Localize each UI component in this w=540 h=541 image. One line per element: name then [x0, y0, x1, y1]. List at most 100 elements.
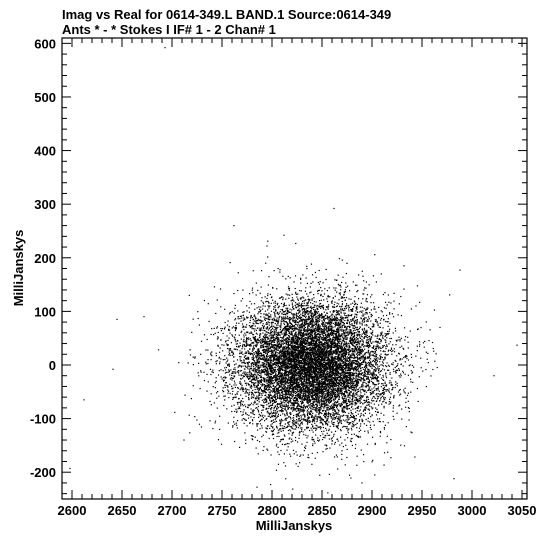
scatter-point — [305, 380, 308, 382]
scatter-point — [303, 329, 305, 331]
scatter-point — [272, 377, 274, 380]
scatter-point — [399, 376, 401, 378]
scatter-point — [396, 364, 399, 367]
scatter-point — [426, 358, 428, 360]
scatter-point — [280, 406, 282, 408]
scatter-point — [287, 358, 289, 361]
scatter-point — [300, 348, 302, 350]
scatter-point — [265, 368, 267, 370]
scatter-point — [303, 433, 305, 436]
scatter-point — [317, 327, 319, 329]
scatter-point — [307, 422, 309, 424]
scatter-point — [307, 398, 310, 400]
scatter-point — [246, 375, 248, 378]
scatter-point — [321, 399, 323, 402]
scatter-point — [338, 284, 340, 287]
scatter-point — [294, 314, 296, 316]
scatter-point — [188, 294, 190, 297]
scatter-point — [306, 411, 308, 413]
scatter-point — [269, 394, 271, 396]
scatter-point — [329, 396, 331, 399]
scatter-point — [375, 281, 377, 283]
scatter-point — [357, 328, 359, 331]
scatter-point — [283, 387, 285, 390]
scatter-point — [313, 390, 315, 392]
scatter-point — [294, 439, 297, 442]
scatter-point — [348, 423, 350, 425]
scatter-point — [272, 426, 274, 428]
scatter-point — [352, 348, 354, 351]
scatter-point — [280, 384, 282, 386]
scatter-point — [386, 304, 388, 306]
scatter-point — [349, 394, 351, 396]
scatter-point — [402, 370, 404, 372]
scatter-point — [348, 345, 350, 347]
scatter-point — [282, 427, 284, 429]
scatter-point — [215, 312, 217, 315]
scatter-point — [352, 360, 354, 362]
scatter-point — [343, 394, 345, 396]
scatter-point — [283, 398, 285, 401]
scatter-point — [302, 323, 304, 325]
scatter-point — [349, 381, 351, 384]
scatter-point — [291, 350, 294, 352]
scatter-point — [334, 317, 336, 320]
scatter-point — [350, 308, 353, 311]
scatter-point — [292, 337, 294, 339]
scatter-point — [337, 311, 339, 314]
scatter-point — [328, 378, 330, 380]
scatter-point — [288, 391, 290, 393]
scatter-point — [318, 373, 320, 375]
scatter-point — [303, 321, 306, 323]
scatter-point — [353, 332, 355, 334]
scatter-point — [359, 333, 361, 336]
scatter-point — [306, 400, 308, 402]
scatter-point — [302, 454, 304, 456]
scatter-point — [317, 324, 319, 327]
scatter-point — [303, 410, 306, 412]
scatter-point — [288, 355, 290, 357]
scatter-point — [295, 320, 297, 323]
scatter-point — [258, 401, 260, 403]
scatter-point — [360, 401, 362, 403]
scatter-point — [365, 418, 367, 421]
scatter-point — [403, 348, 405, 350]
scatter-point — [295, 451, 297, 453]
scatter-point — [350, 361, 353, 363]
scatter-point — [288, 381, 291, 383]
scatter-point — [249, 378, 251, 380]
scatter-point — [262, 305, 264, 307]
scatter-point — [288, 373, 290, 375]
scatter-point — [298, 412, 300, 414]
scatter-point — [285, 403, 287, 405]
scatter-point — [340, 315, 342, 317]
scatter-point — [289, 421, 291, 423]
scatter-point — [296, 303, 298, 305]
scatter-point — [324, 385, 326, 387]
scatter-point — [353, 375, 355, 377]
scatter-point — [233, 348, 235, 350]
scatter-point — [274, 411, 276, 414]
scatter-point — [300, 332, 302, 334]
scatter-point — [282, 390, 284, 393]
scatter-point — [268, 376, 270, 378]
scatter-point — [352, 335, 354, 338]
scatter-point — [346, 421, 348, 424]
scatter-point — [288, 386, 290, 389]
scatter-point — [324, 338, 327, 340]
scatter-point — [244, 371, 246, 373]
scatter-point — [360, 310, 362, 312]
scatter-point — [342, 401, 344, 403]
scatter-point — [339, 329, 342, 331]
scatter-point — [265, 317, 267, 320]
scatter-point — [348, 351, 350, 354]
scatter-point — [254, 382, 256, 384]
scatter-point — [325, 390, 327, 392]
scatter-point — [225, 362, 227, 364]
scatter-point — [225, 377, 227, 379]
scatter-point — [257, 381, 259, 383]
scatter-point — [275, 401, 278, 403]
scatter-point — [358, 376, 360, 378]
scatter-point — [238, 364, 240, 366]
scatter-point — [294, 341, 296, 343]
